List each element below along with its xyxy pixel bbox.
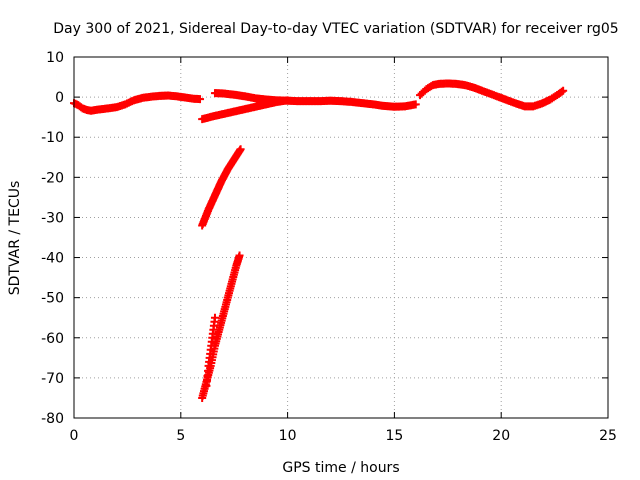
data-point [411,100,420,109]
y-tick-label: -70 [41,371,64,387]
x-tick-label: 25 [599,428,617,444]
series-2 [210,89,420,111]
y-tick-label: -40 [41,251,64,267]
series-0 [70,91,205,115]
data-point [196,95,205,104]
y-axis-label: SDTVAR / TECUs [7,181,23,296]
y-tick-label: 10 [46,50,64,66]
x-tick-label: 5 [176,428,185,444]
data-point [235,251,244,260]
series-4 [198,145,245,230]
x-tick-label: 0 [70,428,79,444]
x-axis-label: GPS time / hours [282,460,399,476]
data-point [236,145,245,154]
y-tick-label: -50 [41,291,64,307]
data-points [70,79,568,402]
series-6 [202,313,219,390]
grid-lines [74,57,608,418]
y-tick-label: -60 [41,331,64,347]
axis-ticks: 0 5 10 15 20 25 10 0 -10 -20 -30 -40 -50 -60 -70 -80 [41,50,617,444]
plot-frame [73,56,609,419]
y-tick-label: -10 [41,130,64,146]
data-point [557,87,566,96]
series-3 [416,79,568,111]
y-tick-label: -30 [41,210,64,226]
y-tick-label: -20 [41,170,64,186]
data-point [559,86,568,95]
x-tick-label: 20 [492,428,510,444]
series-5 [198,251,244,402]
y-tick-label: 0 [55,90,64,106]
data-point [210,313,219,322]
x-tick-label: 15 [385,428,403,444]
chart-title: Day 300 of 2021, Sidereal Day-to-day VTE… [53,21,618,37]
y-tick-label: -80 [41,411,64,427]
x-tick-label: 10 [279,428,297,444]
